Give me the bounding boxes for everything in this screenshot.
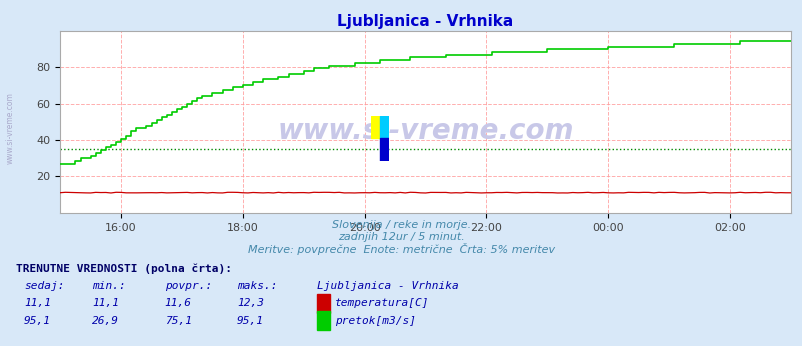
Text: min.:: min.: bbox=[92, 281, 126, 291]
Bar bbox=[317, 311, 330, 330]
Text: zadnjih 12ur / 5 minut.: zadnjih 12ur / 5 minut. bbox=[338, 233, 464, 243]
Text: 75,1: 75,1 bbox=[164, 316, 192, 326]
Bar bbox=[371, 116, 379, 138]
Text: pretok[m3/s]: pretok[m3/s] bbox=[334, 316, 415, 326]
Text: 11,1: 11,1 bbox=[92, 298, 119, 308]
Text: 95,1: 95,1 bbox=[237, 316, 264, 326]
Text: www.si-vreme.com: www.si-vreme.com bbox=[6, 92, 14, 164]
Text: 26,9: 26,9 bbox=[92, 316, 119, 326]
Title: Ljubljanica - Vrhnika: Ljubljanica - Vrhnika bbox=[337, 13, 513, 29]
Text: 95,1: 95,1 bbox=[24, 316, 51, 326]
Bar bbox=[317, 294, 330, 313]
Text: 11,1: 11,1 bbox=[24, 298, 51, 308]
Bar bbox=[379, 116, 388, 138]
Text: sedaj:: sedaj: bbox=[24, 281, 64, 291]
Text: Meritve: povprečne  Enote: metrične  Črta: 5% meritev: Meritve: povprečne Enote: metrične Črta:… bbox=[248, 243, 554, 255]
Text: Slovenija / reke in morje.: Slovenija / reke in morje. bbox=[331, 220, 471, 230]
Text: Ljubljanica - Vrhnika: Ljubljanica - Vrhnika bbox=[317, 281, 459, 291]
Text: maks.:: maks.: bbox=[237, 281, 277, 291]
Text: 11,6: 11,6 bbox=[164, 298, 192, 308]
Text: 12,3: 12,3 bbox=[237, 298, 264, 308]
Text: temperatura[C]: temperatura[C] bbox=[334, 298, 429, 308]
Text: www.si-vreme.com: www.si-vreme.com bbox=[277, 117, 573, 145]
Bar bbox=[379, 138, 388, 161]
Text: povpr.:: povpr.: bbox=[164, 281, 212, 291]
Text: TRENUTNE VREDNOSTI (polna črta):: TRENUTNE VREDNOSTI (polna črta): bbox=[16, 263, 232, 274]
